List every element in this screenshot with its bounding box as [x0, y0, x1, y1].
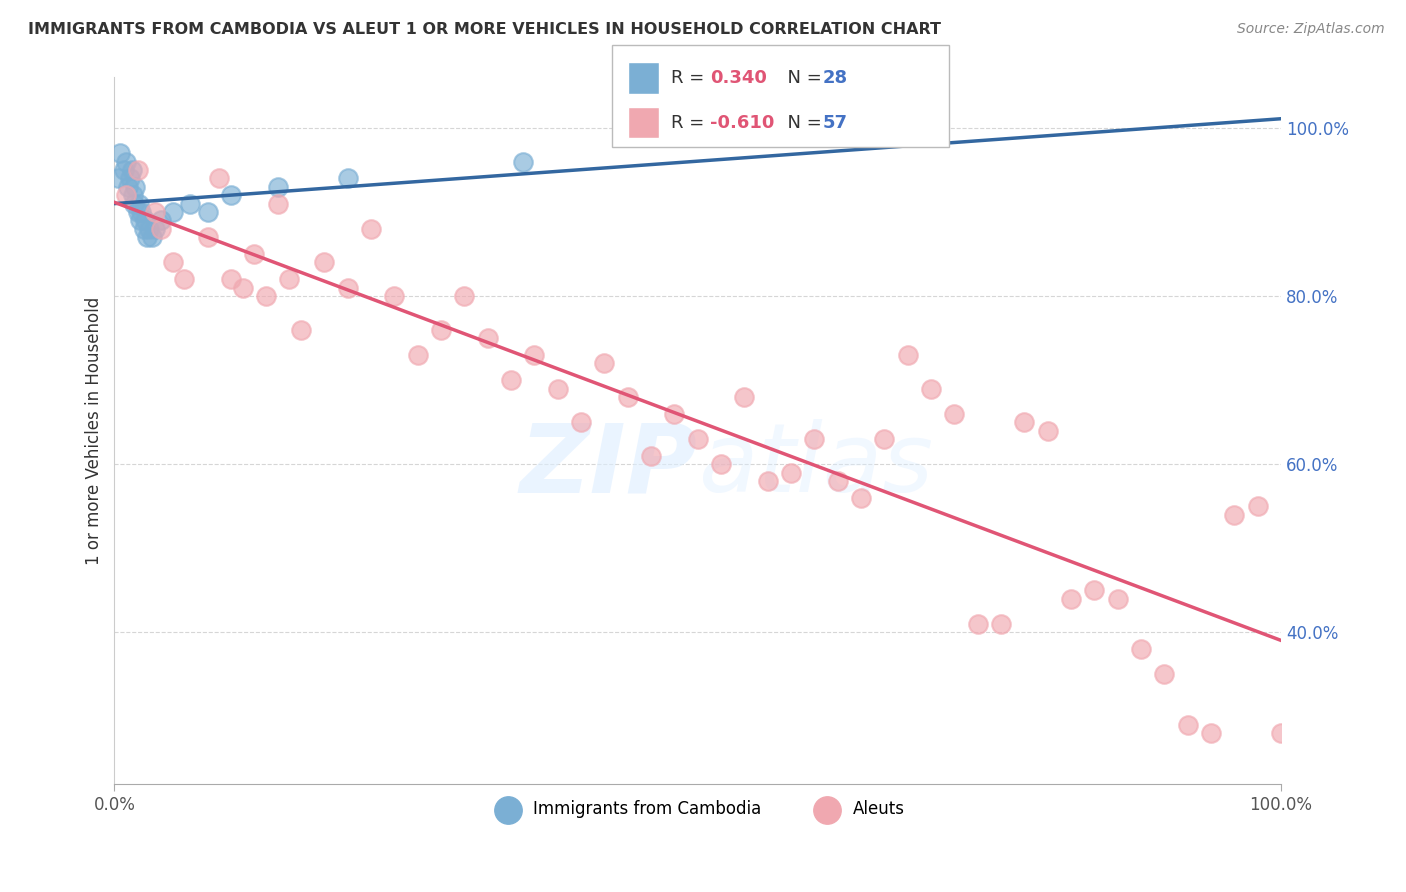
Point	[849, 491, 872, 505]
Point	[127, 205, 149, 219]
Point	[453, 289, 475, 303]
Point	[1199, 726, 1222, 740]
Point	[664, 407, 686, 421]
Point	[124, 179, 146, 194]
Point	[966, 617, 988, 632]
Point	[115, 188, 138, 202]
Legend: Immigrants from Cambodia, Aleuts: Immigrants from Cambodia, Aleuts	[484, 794, 911, 825]
Point	[179, 196, 201, 211]
Text: 28: 28	[823, 69, 848, 87]
Point	[1107, 591, 1129, 606]
Point	[1014, 415, 1036, 429]
Point	[136, 230, 159, 244]
Point	[1223, 508, 1246, 522]
Point	[197, 230, 219, 244]
Text: 57: 57	[823, 113, 848, 132]
Point	[1177, 718, 1199, 732]
Point	[290, 323, 312, 337]
Point	[118, 171, 141, 186]
Text: Source: ZipAtlas.com: Source: ZipAtlas.com	[1237, 22, 1385, 37]
Point	[197, 205, 219, 219]
Y-axis label: 1 or more Vehicles in Household: 1 or more Vehicles in Household	[86, 296, 103, 565]
Point	[710, 457, 733, 471]
Point	[430, 323, 453, 337]
Point	[219, 188, 242, 202]
Text: 0.340: 0.340	[710, 69, 766, 87]
Point	[547, 382, 569, 396]
Point	[569, 415, 592, 429]
Point	[122, 196, 145, 211]
Point	[162, 205, 184, 219]
Point	[873, 432, 896, 446]
Point	[232, 280, 254, 294]
Text: R =: R =	[671, 69, 710, 87]
Point	[1060, 591, 1083, 606]
Text: R =: R =	[671, 113, 710, 132]
Point	[360, 221, 382, 235]
Point	[336, 171, 359, 186]
Point	[150, 221, 173, 235]
Point	[640, 449, 662, 463]
Text: IMMIGRANTS FROM CAMBODIA VS ALEUT 1 OR MORE VEHICLES IN HOUSEHOLD CORRELATION CH: IMMIGRANTS FROM CAMBODIA VS ALEUT 1 OR M…	[28, 22, 941, 37]
Text: atlas: atlas	[697, 419, 932, 512]
Point	[499, 373, 522, 387]
Text: N =: N =	[776, 69, 828, 87]
Point	[1246, 500, 1268, 514]
Point	[1270, 726, 1292, 740]
Point	[208, 171, 231, 186]
Point	[219, 272, 242, 286]
Point	[254, 289, 277, 303]
Point	[267, 179, 290, 194]
Point	[127, 163, 149, 178]
Point	[110, 146, 132, 161]
Point	[112, 163, 135, 178]
Point	[593, 356, 616, 370]
Point	[1036, 424, 1059, 438]
Point	[1083, 583, 1105, 598]
Point	[920, 382, 942, 396]
Point	[733, 390, 755, 404]
Point	[827, 474, 849, 488]
Point	[267, 196, 290, 211]
Point	[128, 196, 150, 211]
Point	[122, 188, 145, 202]
Point	[117, 179, 139, 194]
Point	[314, 255, 336, 269]
Point	[990, 617, 1012, 632]
Point	[1153, 667, 1175, 681]
Point	[686, 432, 709, 446]
Point	[943, 407, 966, 421]
Point	[243, 247, 266, 261]
Point	[132, 221, 155, 235]
Point	[523, 348, 546, 362]
Point	[512, 154, 534, 169]
Point	[143, 221, 166, 235]
Point	[162, 255, 184, 269]
Point	[477, 331, 499, 345]
Text: ZIP: ZIP	[520, 419, 697, 512]
Point	[107, 171, 129, 186]
Point	[129, 213, 152, 227]
Point	[129, 205, 152, 219]
Point	[780, 466, 803, 480]
Point	[141, 230, 163, 244]
Point	[173, 272, 195, 286]
Point	[150, 213, 173, 227]
Point	[803, 432, 825, 446]
Point	[897, 348, 920, 362]
Point	[115, 154, 138, 169]
Point	[336, 280, 359, 294]
Point	[278, 272, 301, 286]
Point	[1130, 642, 1153, 657]
Text: N =: N =	[776, 113, 828, 132]
Point	[382, 289, 405, 303]
Point	[406, 348, 429, 362]
Point	[138, 221, 160, 235]
Text: -0.610: -0.610	[710, 113, 775, 132]
Point	[143, 205, 166, 219]
Point	[756, 474, 779, 488]
Point	[121, 163, 143, 178]
Point	[616, 390, 638, 404]
Point	[134, 213, 156, 227]
